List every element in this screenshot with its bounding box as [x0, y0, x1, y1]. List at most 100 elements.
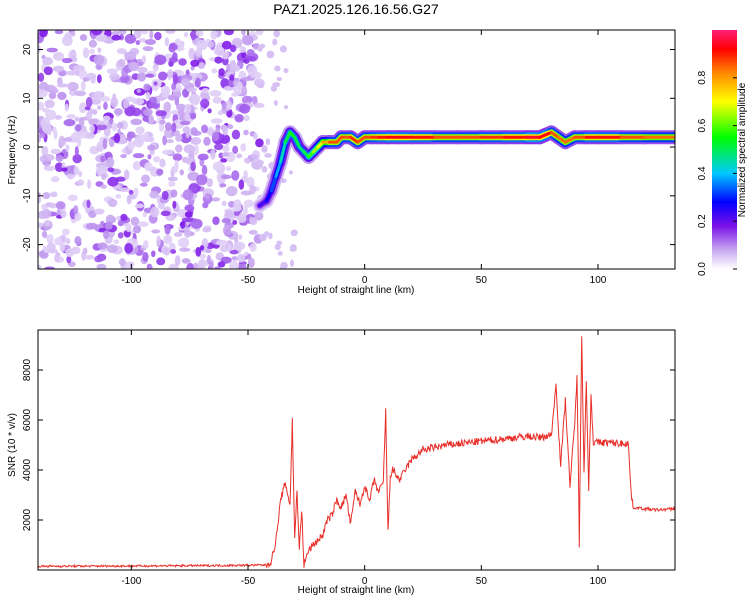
noise-blob: [150, 167, 159, 177]
noise-blob: [41, 203, 48, 211]
noise-blob: [180, 78, 190, 86]
noise-blob: [211, 131, 220, 142]
noise-blob: [128, 61, 140, 72]
noise-blob: [151, 250, 156, 258]
y-tick-label: 4000: [22, 458, 33, 481]
snr-panel: -100 -50 0 50 100 2000 4000 6000 8000 Height of…: [7, 329, 676, 596]
noise-blob: [238, 179, 245, 190]
noise-blob: [96, 64, 102, 70]
noise-blob: [132, 160, 142, 171]
noise-blob: [78, 102, 87, 114]
noise-blob: [215, 239, 228, 246]
y-tick-label: 20: [22, 44, 33, 56]
noise-blob: [117, 58, 126, 68]
noise-blob: [96, 105, 101, 110]
noise-blob: [244, 158, 251, 164]
noise-blob: [184, 227, 191, 239]
noise-blob: [159, 121, 165, 132]
noise-blob: [236, 153, 243, 159]
noise-blob: [277, 251, 283, 256]
noise-blob: [118, 30, 127, 35]
x-tick-label: 50: [476, 275, 488, 286]
noise-blob: [253, 102, 265, 108]
noise-blob: [217, 110, 224, 116]
noise-blob: [210, 30, 218, 40]
noise-blob: [222, 50, 229, 60]
noise-blob: [107, 176, 119, 187]
noise-blob: [273, 30, 281, 38]
noise-blob: [259, 43, 266, 49]
noise-blob: [82, 247, 88, 255]
noise-blob: [268, 232, 273, 240]
noise-blob: [109, 73, 120, 81]
noise-blob: [160, 85, 171, 96]
noise-blob: [59, 241, 66, 253]
noise-blob: [148, 101, 159, 109]
noise-blob: [187, 171, 200, 181]
noise-blob: [190, 127, 198, 136]
noise-blob: [67, 194, 78, 202]
noise-blob: [240, 190, 253, 196]
noise-blob: [77, 179, 85, 186]
noise-blob: [137, 66, 148, 74]
noise-blob: [48, 91, 57, 100]
noise-blob: [221, 40, 232, 50]
noise-blob: [86, 199, 91, 209]
noise-blob: [134, 203, 145, 209]
noise-blob: [66, 173, 76, 179]
noise-blob: [115, 194, 122, 199]
noise-blob: [241, 30, 246, 36]
noise-blob: [126, 194, 132, 205]
noise-blob: [174, 255, 181, 266]
noise-blob: [91, 30, 103, 36]
noise-blob: [155, 110, 167, 117]
noise-blob: [137, 221, 149, 227]
noise-blob: [168, 44, 176, 53]
noise-blob: [265, 138, 271, 146]
noise-blob: [229, 260, 240, 269]
noise-blob: [128, 189, 134, 195]
noise-blob: [84, 254, 95, 260]
noise-blob: [249, 243, 257, 252]
noise-blob: [117, 219, 124, 227]
noise-blob: [237, 81, 243, 90]
snr-y-label: SNR (10 * v/v): [7, 413, 18, 477]
noise-blob: [247, 65, 258, 76]
noise-blob: [78, 69, 88, 80]
noise-blob: [96, 124, 108, 131]
noise-blob: [133, 30, 142, 39]
noise-blob: [66, 255, 72, 264]
noise-blob: [151, 229, 161, 234]
noise-blob: [147, 154, 152, 160]
noise-blob: [171, 165, 179, 174]
noise-blob: [86, 72, 97, 80]
noise-blob: [207, 108, 212, 114]
noise-blob: [38, 89, 48, 98]
noise-blob: [289, 247, 297, 252]
snr-x-label: Height of straight line (km): [298, 585, 415, 596]
noise-blob: [95, 35, 108, 42]
noise-blob: [117, 232, 124, 239]
noise-blob: [141, 174, 150, 183]
noise-blob: [233, 199, 242, 210]
noise-blob: [162, 135, 167, 146]
y-tick-label: 2000: [22, 508, 33, 531]
noise-blob: [157, 71, 168, 81]
noise-blob: [39, 132, 46, 139]
noise-blob: [55, 154, 64, 162]
spectrogram-frame: [37, 29, 676, 270]
noise-blob: [65, 248, 75, 258]
noise-blob: [153, 81, 158, 86]
noise-blob: [290, 229, 298, 237]
noise-blob: [57, 91, 67, 100]
noise-blob: [118, 258, 126, 267]
noise-blob: [283, 67, 289, 74]
noise-blob: [88, 119, 96, 124]
noise-blob: [255, 138, 264, 148]
noise-blob: [102, 138, 108, 150]
y-tick-label: 0: [22, 144, 33, 150]
noise-blob: [272, 82, 281, 88]
noise-blob: [100, 155, 106, 163]
noise-blob: [147, 144, 156, 151]
noise-blob: [246, 49, 255, 58]
